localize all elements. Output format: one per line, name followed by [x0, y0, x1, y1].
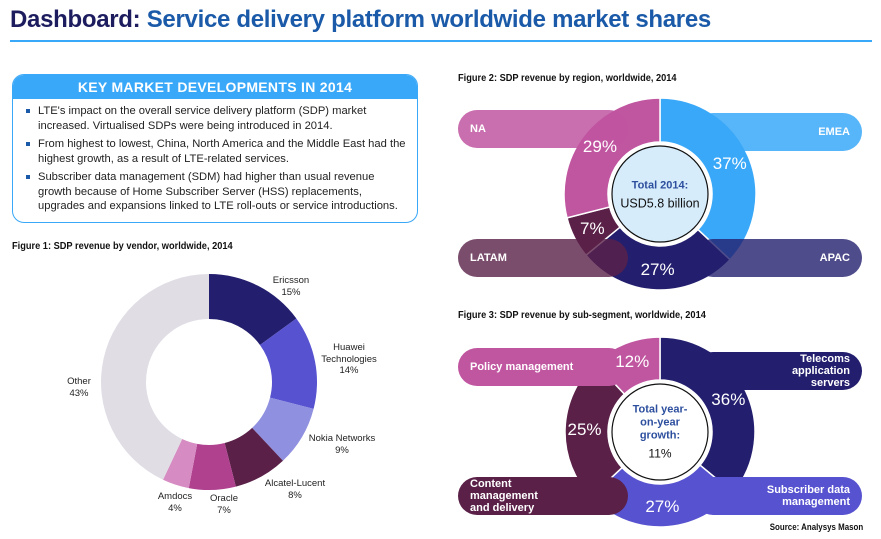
- percent-label: 7%: [579, 218, 605, 238]
- percent-label: 37%: [712, 153, 747, 173]
- figure3-title: Figure 3: SDP revenue by sub-segment, wo…: [458, 309, 706, 321]
- pill-subscriber-data-management: Subscriber data management: [694, 477, 862, 515]
- percent-label: 25%: [567, 419, 602, 439]
- label-ericsson: Ericsson 15%: [272, 275, 310, 298]
- title-divider: [10, 40, 872, 42]
- pill-latam: LATAM: [458, 239, 628, 277]
- pill-emea: EMEA: [694, 113, 862, 151]
- slice-nokia-networks: [252, 397, 314, 461]
- bullet-item: LTE's impact on the overall service deli…: [26, 104, 407, 133]
- label-nokia: Nokia Networks 9%: [308, 433, 376, 456]
- figure1-title: Figure 1: SDP revenue by vendor, worldwi…: [12, 240, 233, 252]
- label-oracle: Oracle 7%: [210, 493, 238, 516]
- figure2-title: Figure 2: SDP revenue by region, worldwi…: [458, 72, 677, 84]
- pill-na: NA: [458, 110, 628, 148]
- label-amdocs: Amdocs 4%: [157, 491, 193, 514]
- slice-huawei-technologies: [259, 318, 318, 409]
- percent-label: 29%: [582, 137, 617, 157]
- slice-other: [101, 274, 209, 480]
- pill-telecoms-application-servers: Telecoms application servers: [694, 352, 862, 390]
- pill-content-management: Content management and delivery: [458, 477, 628, 515]
- percent-label: 27%: [640, 259, 675, 279]
- percent-label: 12%: [615, 351, 650, 371]
- pill-apac: APAC: [694, 239, 862, 277]
- percent-label: 36%: [711, 389, 746, 409]
- key-developments-heading: KEY MARKET DEVELOPMENTS IN 2014: [13, 75, 417, 99]
- pill-policy-management: Policy management: [458, 348, 628, 386]
- slice-alcatel-lucent: [224, 427, 283, 487]
- label-other: Other 43%: [67, 376, 91, 399]
- figure3-center-text: Total year-on-year growth: 11%: [632, 403, 688, 461]
- percent-label: 27%: [645, 497, 680, 517]
- donut-center-ring: [611, 383, 709, 481]
- bullet-item: Subscriber data management (SDM) had hig…: [26, 170, 407, 214]
- donut-center-ring: [611, 145, 709, 243]
- label-huawei: Huawei Technologies 14%: [321, 342, 377, 376]
- page-title: Dashboard: Service delivery platform wor…: [10, 6, 711, 33]
- label-alcatel-lucent: Alcatel-Lucent 8%: [264, 478, 326, 501]
- bullet-item: From highest to lowest, China, North Ame…: [26, 137, 407, 166]
- slice-amdocs: [163, 439, 198, 489]
- key-developments-box: KEY MARKET DEVELOPMENTS IN 2014 LTE's im…: [12, 74, 418, 223]
- slice-ericsson: [209, 274, 297, 345]
- source-note: Source: Analysys Mason: [769, 522, 863, 532]
- figure2-center-text: Total 2014: USD5.8 billion: [620, 179, 700, 211]
- slice-oracle: [188, 443, 236, 490]
